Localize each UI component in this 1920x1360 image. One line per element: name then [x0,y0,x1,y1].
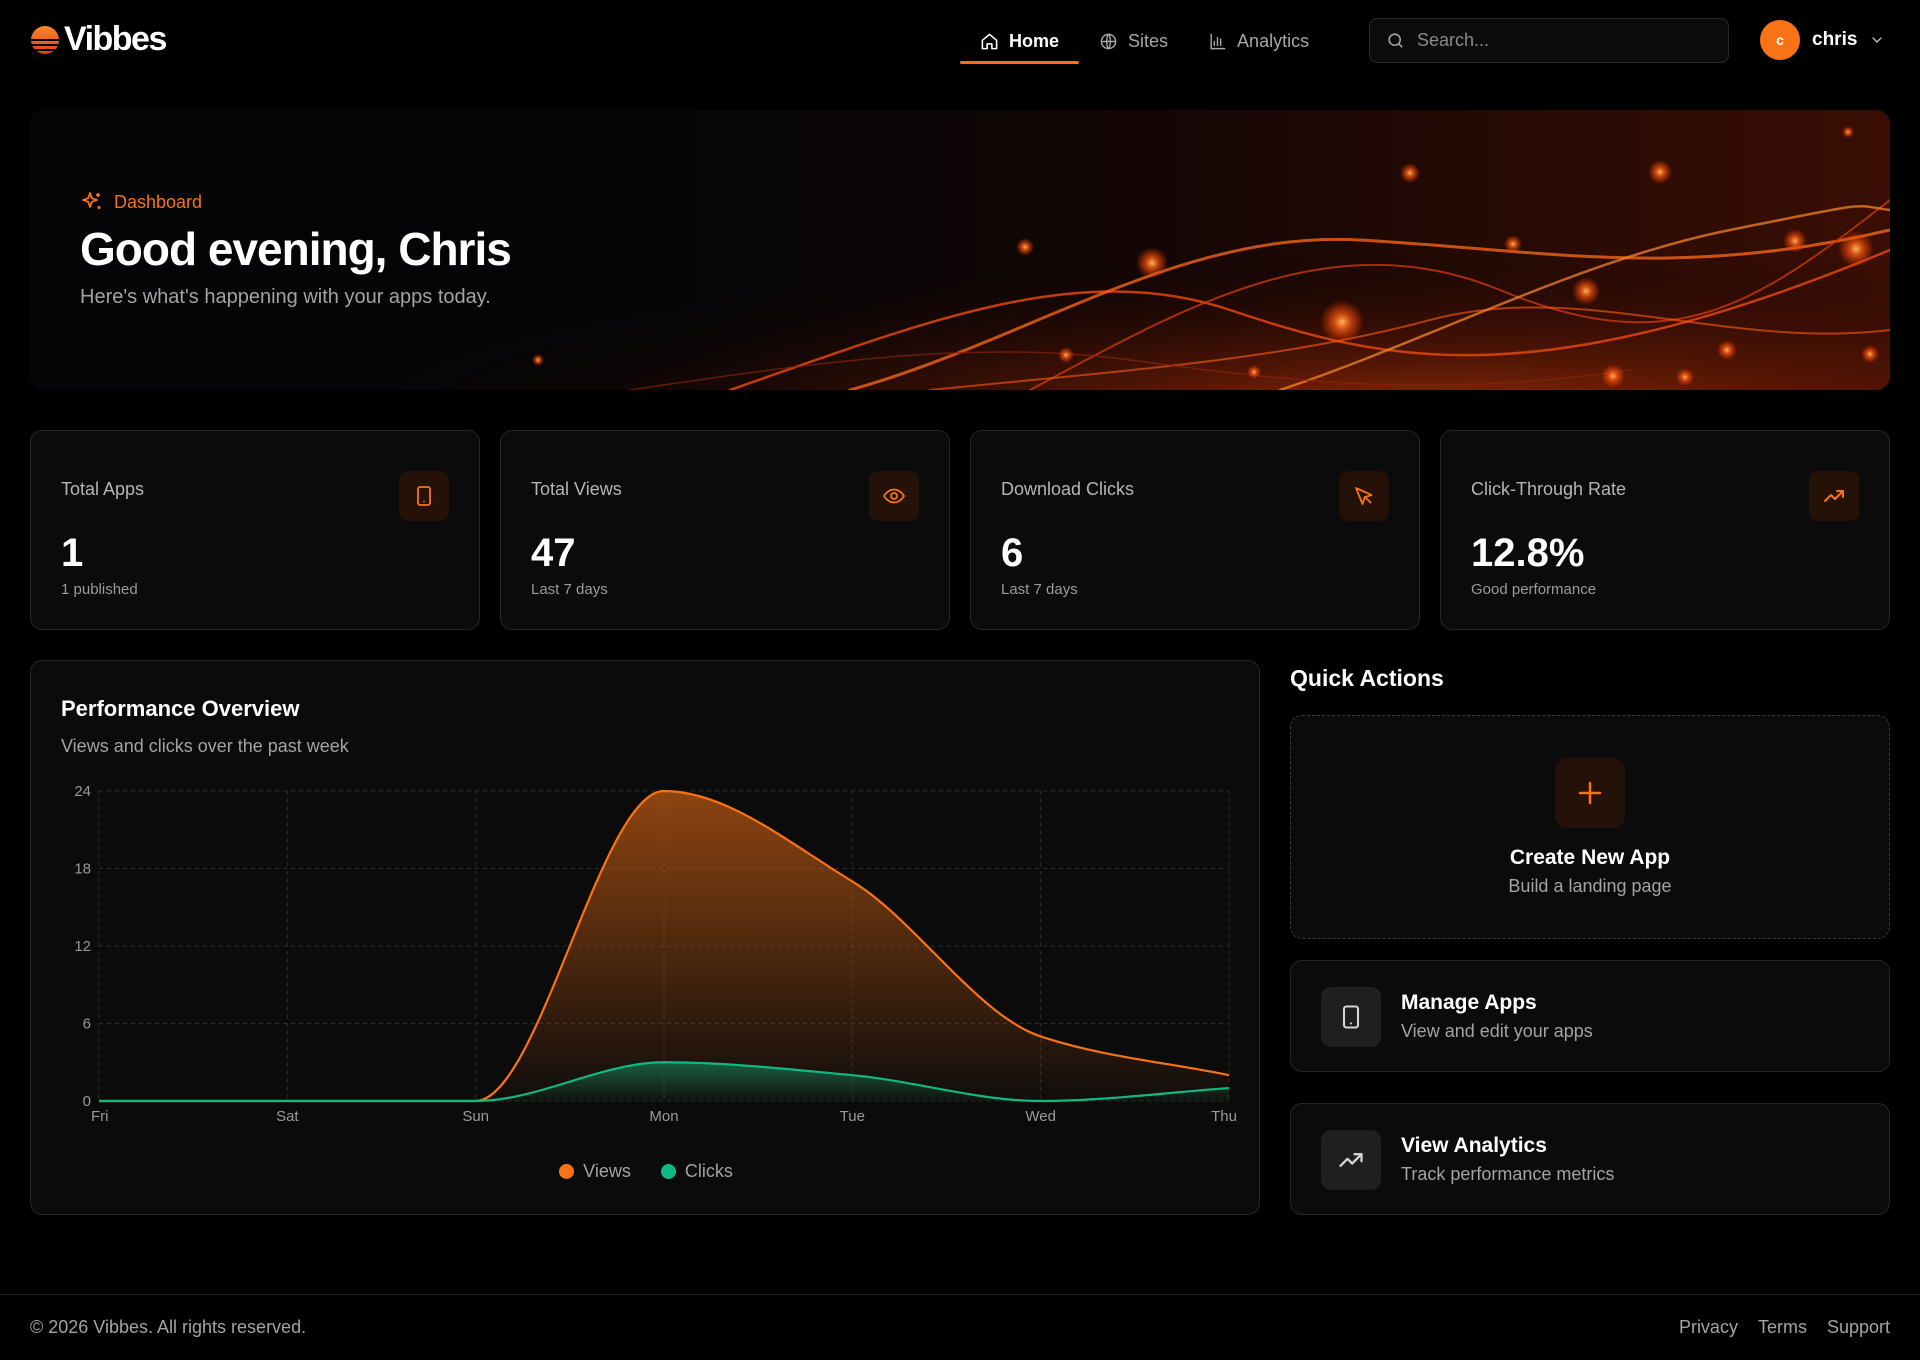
plus-icon-box [1555,758,1625,828]
stat-label: Total Apps [61,479,145,499]
cursor-icon [1355,487,1373,505]
logo-mark-icon [31,25,59,54]
footer-link-privacy[interactable]: Privacy [1678,1317,1738,1337]
stat-foot: Last 7 days [1001,581,1078,598]
stat-value: 6 [1001,531,1024,575]
top-navigation-bar: Vibbes Home Sites Analytics c chris [0,0,1920,80]
hero-eyebrow: Dashboard [80,190,202,214]
user-name: chris [1812,29,1858,50]
stat-value: 12.8% [1471,531,1585,575]
search-icon [1388,33,1403,48]
legend-swatch-views [559,1164,575,1179]
manage-apps-title: Manage Apps [1401,991,1537,1014]
nav-home[interactable]: Home [960,18,1080,64]
stat-label: Total Views [531,479,622,499]
home-icon [981,33,998,49]
footer-link-support[interactable]: Support [1826,1317,1890,1337]
manage-apps-icon-box [1321,987,1381,1047]
hero-eyebrow-label: Dashboard [114,191,203,212]
page-subtitle: Here's what's happening with your apps t… [80,286,491,308]
chart-title: Performance Overview [61,696,300,721]
bar-chart-icon [1210,33,1226,49]
quick-actions-title: Quick Actions [1290,665,1444,691]
hero-background-art [30,110,1890,390]
stat-icon-box [1809,471,1859,521]
view-analytics-icon-box [1321,1130,1381,1190]
stat-card-total-apps: Total Apps 1 1 published [30,430,480,630]
stat-foot: Good performance [1471,581,1597,598]
footer-links: Privacy Terms Support [1679,1317,1890,1338]
create-new-app-subtitle: Build a landing page [1508,876,1672,896]
create-new-app-button[interactable]: Create New App Build a landing page [1290,715,1890,939]
legend-label-views: Views [583,1161,631,1181]
welcome-hero: Dashboard Good evening, Chris Here's wha… [30,110,1890,390]
x-tick-label: Mon [649,1108,678,1125]
stat-icon-box [1339,471,1389,521]
legend-item-views[interactable]: Views [559,1161,631,1182]
view-analytics-title: View Analytics [1401,1134,1547,1157]
chevron-down-icon [1872,37,1883,43]
plus-icon [1578,781,1602,805]
sparkles-icon [82,192,101,209]
performance-overview-card: Performance Overview Views and clicks ov… [30,660,1260,1215]
stat-card-click-through-rate: Click-Through Rate 12.8% Good performanc… [1440,430,1890,630]
stat-card-total-views: Total Views 47 Last 7 days [500,430,950,630]
view-analytics-button[interactable]: View Analytics Track performance metrics [1290,1103,1890,1215]
x-tick-label: Tue [840,1108,865,1125]
series-line-clicks [99,1061,1230,1103]
x-tick-label: Wed [1025,1108,1056,1125]
trending-up-icon [1339,1153,1363,1167]
nav-sites-label: Sites [1128,30,1169,51]
series-area-views [99,791,1229,1101]
x-tick-label: Sat [276,1108,299,1125]
search-box [1369,18,1729,63]
x-tick-label: Thu [1211,1108,1237,1125]
search-input[interactable] [1417,30,1697,51]
nav-analytics-label: Analytics [1237,30,1310,51]
copyright: © 2026 Vibbes. All rights reserved. [30,1317,307,1337]
create-new-app-title: Create New App [1509,846,1671,869]
nav-analytics[interactable]: Analytics [1188,18,1329,64]
stat-value: 47 [531,531,576,575]
stat-foot: Last 7 days [531,581,608,598]
stat-foot: 1 published [61,581,138,598]
footer-link-terms[interactable]: Terms [1757,1317,1807,1337]
tablet-icon [417,486,431,506]
tablet-icon [1342,1005,1360,1029]
stat-label: Click-Through Rate [1471,479,1627,499]
view-analytics-subtitle: Track performance metrics [1401,1164,1615,1184]
y-tick-label: 18 [74,861,91,878]
legend-label-clicks: Clicks [684,1161,733,1181]
chart-legend: Views Clicks [31,1161,1261,1182]
stat-label: Download Clicks [1001,479,1135,499]
brand-name: Vibbes [64,20,167,58]
globe-icon [1100,33,1117,49]
footer: © 2026 Vibbes. All rights reserved. Priv… [0,1294,1920,1360]
eye-icon [882,488,906,504]
user-menu[interactable]: c chris [1760,20,1885,60]
main-nav: Home Sites Analytics [960,18,1329,64]
legend-swatch-clicks [660,1164,676,1179]
manage-apps-subtitle: View and edit your apps [1401,1021,1593,1041]
x-tick-label: Sun [462,1108,489,1125]
stat-card-download-clicks: Download Clicks 6 Last 7 days [970,430,1420,630]
stat-icon-box [399,471,449,521]
trending-up-icon [1824,490,1844,502]
y-tick-label: 24 [74,783,91,800]
y-tick-label: 6 [83,1016,91,1033]
manage-apps-button[interactable]: Manage Apps View and edit your apps [1290,960,1890,1072]
legend-item-clicks[interactable]: Clicks [660,1161,733,1182]
nav-sites[interactable]: Sites [1079,18,1188,64]
stat-value: 1 [61,531,84,575]
stat-icon-box [869,471,919,521]
brand-logo[interactable]: Vibbes [30,20,167,59]
x-tick-label: Fri [91,1108,109,1125]
page-title: Good evening, Chris [80,223,512,275]
avatar: c [1760,20,1800,60]
y-tick-label: 0 [83,1093,91,1110]
chart-subtitle: Views and clicks over the past week [61,736,349,756]
performance-chart: 0 6 12 18 24 Fri Sat Sun Mon Tue Wed Thu [74,783,1237,1125]
y-tick-label: 12 [74,938,91,955]
nav-home-label: Home [1009,30,1060,51]
